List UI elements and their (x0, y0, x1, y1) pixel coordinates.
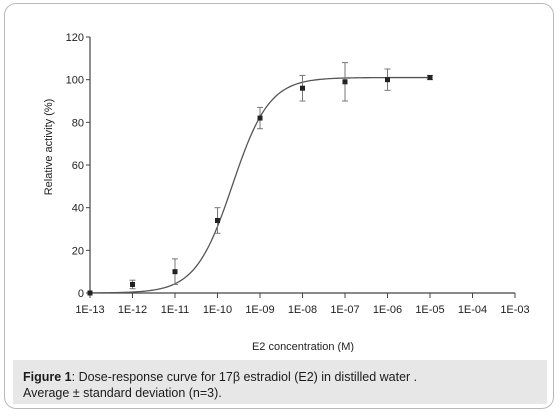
y-tick-label: 100 (66, 75, 84, 87)
x-tick-label: 1E-12 (118, 304, 147, 316)
y-tick-label: 0 (78, 288, 84, 300)
x-tick-label: 1E-08 (288, 304, 317, 316)
chart-area: 0 20 40 60 80 100 120 1E-13 1E-12 1E-11 1E-10 1E-09… (13, 12, 548, 352)
data-point (130, 281, 135, 287)
data-point (427, 75, 433, 81)
caption-band: Figure 1: Dose-response curve for 17β es… (13, 360, 547, 404)
y-axis-label: Relative activity (%) (43, 99, 55, 196)
x-tick-label: 1E-05 (415, 304, 444, 316)
data-point (172, 269, 178, 275)
figure-caption: Figure 1: Dose-response curve for 17β es… (23, 369, 543, 401)
y-tick-label: 60 (72, 160, 84, 172)
data-point (87, 290, 93, 296)
chart-marks (87, 62, 433, 296)
caption-text: : Dose-response curve for 17β estradiol … (71, 370, 418, 384)
data-point (257, 115, 263, 121)
data-point (342, 79, 348, 85)
x-axis-label: E2 concentration (M) (252, 341, 354, 352)
caption-label: Figure 1 (23, 370, 72, 384)
caption-line-1: Figure 1: Dose-response curve for 17β es… (23, 369, 543, 385)
x-tick-label: 1E-07 (330, 304, 359, 316)
dose-response-chart: 0 20 40 60 80 100 120 1E-13 1E-12 1E-11 1E-10 1E-09… (43, 32, 530, 352)
x-tick-label: 1E-06 (373, 304, 402, 316)
figure-frame: 0 20 40 60 80 100 120 1E-13 1E-12 1E-11 1E-10 1E-09… (4, 3, 554, 409)
data-point (215, 217, 220, 223)
data-point (385, 77, 390, 83)
y-tick-label: 20 (72, 245, 84, 257)
x-tick-label: 1E-10 (203, 304, 232, 316)
x-tick-label: 1E-03 (500, 304, 529, 316)
chart-axes: 0 20 40 60 80 100 120 1E-13 1E-12 1E-11 1E-10 1E-09… (66, 32, 530, 316)
x-tick-label: 1E-09 (245, 304, 274, 316)
x-tick-label: 1E-04 (458, 304, 487, 316)
data-point (300, 85, 305, 91)
x-tick-label: 1E-13 (75, 304, 104, 316)
y-tick-label: 80 (72, 117, 84, 129)
caption-line-2: Average ± standard deviation (n=3). (23, 386, 222, 400)
y-tick-label: 120 (66, 32, 84, 44)
y-tick-label: 40 (72, 203, 84, 215)
x-tick-label: 1E-11 (161, 304, 190, 316)
